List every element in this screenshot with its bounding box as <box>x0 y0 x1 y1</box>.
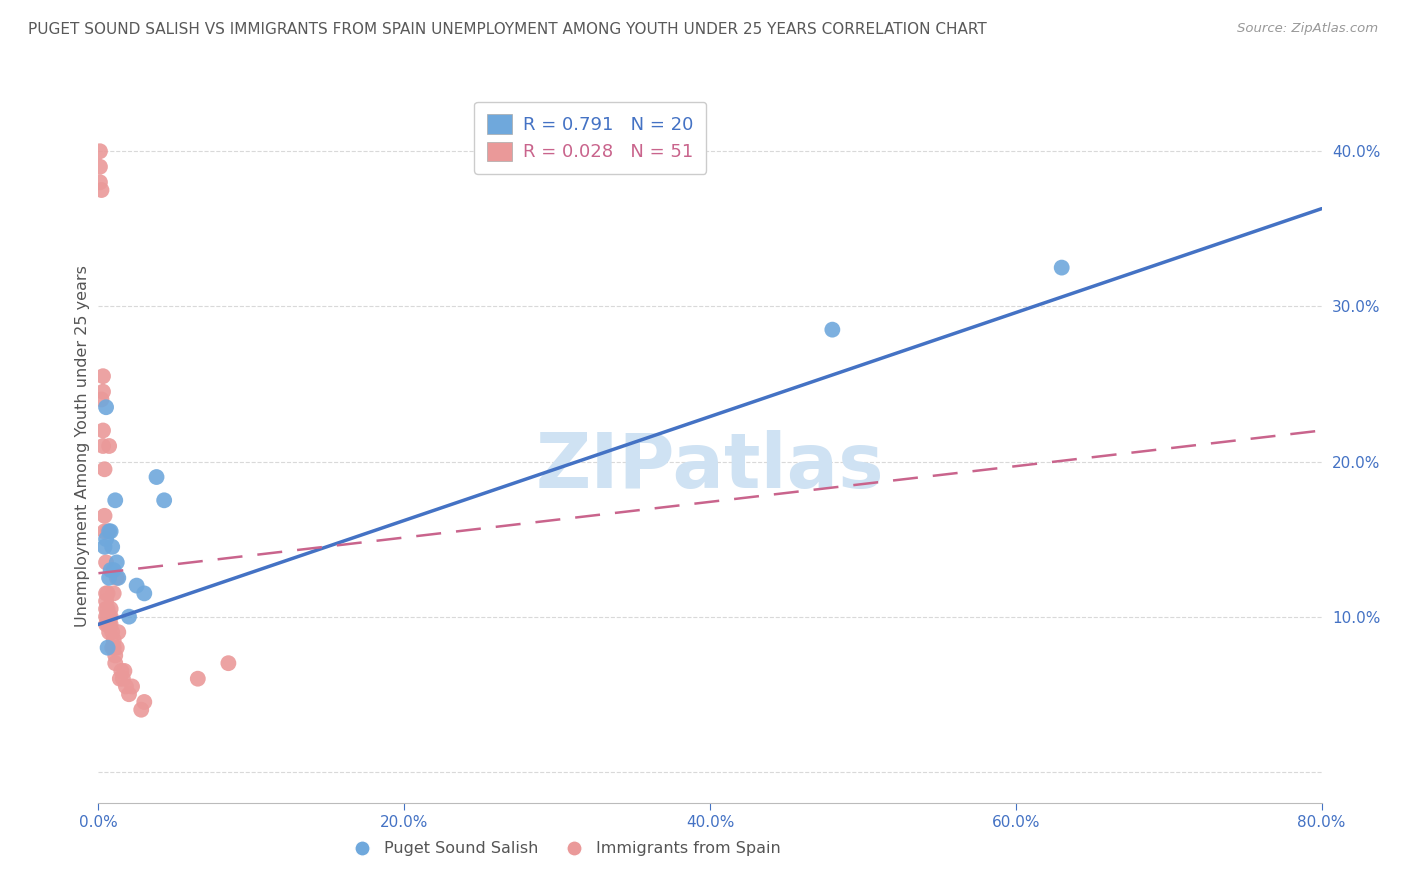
Point <box>105 571 128 585</box>
Point <box>1050 260 1073 275</box>
Point <box>98 609 121 624</box>
Point <box>134 586 156 600</box>
Point <box>98 625 121 640</box>
Point <box>98 571 121 585</box>
Point <box>90 392 112 407</box>
Point <box>121 680 143 694</box>
Point <box>97 602 120 616</box>
Point <box>91 439 114 453</box>
Point <box>100 563 122 577</box>
Point <box>93 540 115 554</box>
Point <box>104 493 127 508</box>
Point <box>97 524 120 539</box>
Point <box>217 656 239 670</box>
Point <box>107 625 129 640</box>
Point <box>111 672 134 686</box>
Point <box>94 586 117 600</box>
Point <box>93 524 115 539</box>
Point <box>94 609 117 624</box>
Point <box>103 563 125 577</box>
Point <box>153 493 176 508</box>
Point <box>94 617 117 632</box>
Point <box>93 462 115 476</box>
Point <box>108 672 131 686</box>
Point <box>101 640 124 655</box>
Point <box>104 648 127 663</box>
Point <box>112 664 135 678</box>
Y-axis label: Unemployment Among Youth under 25 years: Unemployment Among Youth under 25 years <box>75 265 90 627</box>
Point <box>100 602 122 616</box>
Point <box>129 703 152 717</box>
Point <box>101 540 124 554</box>
Point <box>97 586 120 600</box>
Point <box>89 160 111 174</box>
Point <box>98 617 121 632</box>
Point <box>91 424 114 438</box>
Legend: Puget Sound Salish, Immigrants from Spain: Puget Sound Salish, Immigrants from Spai… <box>339 835 787 863</box>
Point <box>98 439 121 453</box>
Point <box>98 524 121 539</box>
Point <box>97 640 120 655</box>
Point <box>94 602 117 616</box>
Point <box>94 594 117 608</box>
Text: ZIPatlas: ZIPatlas <box>536 431 884 504</box>
Point <box>821 323 844 337</box>
Point <box>94 532 117 546</box>
Point <box>89 175 111 189</box>
Point <box>100 524 122 539</box>
Point <box>118 609 141 624</box>
Point <box>101 625 124 640</box>
Point <box>94 555 117 569</box>
Text: PUGET SOUND SALISH VS IMMIGRANTS FROM SPAIN UNEMPLOYMENT AMONG YOUTH UNDER 25 YE: PUGET SOUND SALISH VS IMMIGRANTS FROM SP… <box>28 22 987 37</box>
Text: Source: ZipAtlas.com: Source: ZipAtlas.com <box>1237 22 1378 36</box>
Point <box>93 508 115 523</box>
Point <box>110 664 132 678</box>
Point <box>97 609 120 624</box>
Point <box>187 672 209 686</box>
Point <box>125 579 148 593</box>
Point <box>97 617 120 632</box>
Point <box>104 656 127 670</box>
Point <box>115 680 138 694</box>
Point <box>91 384 114 399</box>
Point <box>100 609 122 624</box>
Point <box>107 571 129 585</box>
Point <box>91 369 114 384</box>
Point <box>105 555 128 569</box>
Point <box>105 640 128 655</box>
Point <box>89 145 111 159</box>
Point <box>145 470 167 484</box>
Point <box>90 183 112 197</box>
Point <box>134 695 156 709</box>
Point <box>103 632 125 647</box>
Point <box>103 640 125 655</box>
Point <box>94 401 117 415</box>
Point <box>118 687 141 701</box>
Point <box>103 586 125 600</box>
Point <box>100 617 122 632</box>
